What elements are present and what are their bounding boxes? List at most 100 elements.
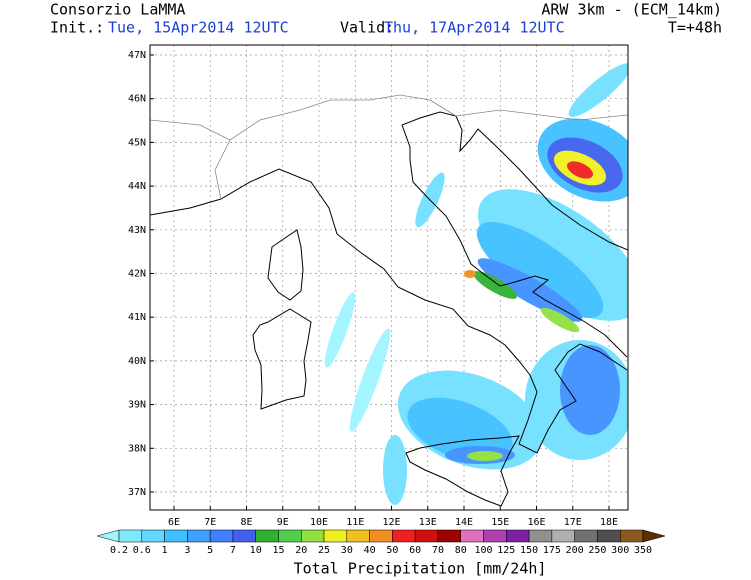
coastline — [150, 168, 628, 454]
border — [214, 94, 457, 200]
org-title: Consorzio LaMMA — [50, 1, 185, 19]
colorbar-box — [164, 529, 188, 543]
colorbar-box — [483, 529, 507, 543]
sicily — [405, 435, 520, 507]
colorbar-arrow — [96, 529, 120, 543]
lat-label: 38N — [128, 443, 146, 454]
lat-label: 44N — [128, 181, 146, 192]
colorbar-label: 80 — [455, 545, 467, 556]
lon-label: 13E — [419, 517, 437, 528]
precip-area — [566, 161, 594, 179]
colorbar-box — [369, 529, 393, 543]
colorbar-box — [209, 529, 234, 543]
lon-label: 15E — [491, 517, 509, 528]
sardinia — [252, 308, 312, 410]
colorbar-label: 5 — [207, 545, 213, 556]
border — [455, 109, 628, 121]
axis-labels: 6E 7E 8E 9E 10E 11E 12E 13E 14E 15E 16E 17E 18E 47N 46… — [128, 50, 618, 528]
lat-label: 41N — [128, 312, 146, 323]
colorbar-label: 25 — [318, 545, 330, 556]
precip-area — [383, 435, 407, 505]
colorbar-label: 1 — [162, 545, 168, 556]
precip-area — [540, 307, 580, 333]
colorbar-label: 150 — [520, 545, 538, 556]
colorbar-box — [437, 529, 461, 543]
colorbar-arrow — [642, 529, 666, 543]
precip-field — [324, 63, 628, 505]
colorbar-label: 15 — [272, 545, 284, 556]
colorbar-label: 0.6 — [133, 545, 151, 556]
colorbar-box — [551, 529, 575, 543]
colorbar-box — [255, 529, 279, 543]
precip-area — [473, 271, 517, 299]
precip-area — [467, 451, 503, 461]
lead-time: T=+48h — [668, 19, 722, 37]
colorbar-title: Total Precipitation [mm/24h] — [294, 560, 547, 578]
colorbar-label: 350 — [634, 545, 652, 556]
lat-label: 42N — [128, 269, 146, 280]
lon-label: 8E — [240, 517, 252, 528]
colorbar-box — [414, 529, 439, 543]
colorbar-label: 70 — [432, 545, 444, 556]
lat-label: 37N — [128, 487, 146, 498]
colorbar-box — [232, 529, 256, 543]
lat-label: 45N — [128, 137, 146, 148]
lon-label: 12E — [382, 517, 400, 528]
colorbar-label: 200 — [566, 545, 584, 556]
colorbar-box — [597, 529, 621, 543]
lat-label: 40N — [128, 356, 146, 367]
colorbar-box — [619, 529, 644, 543]
lon-label: 10E — [310, 517, 328, 528]
colorbar-label: 175 — [543, 545, 561, 556]
colorbar-label: 50 — [386, 545, 398, 556]
lon-label: 9E — [277, 517, 289, 528]
valid-label: Valid: — [340, 19, 394, 37]
colorbar-label: 7 — [230, 545, 236, 556]
colorbar-box — [460, 529, 484, 543]
colorbar-box — [346, 529, 370, 543]
colorbar-box — [323, 529, 348, 543]
lat-label: 43N — [128, 225, 146, 236]
colorbar-label: 250 — [588, 545, 606, 556]
colorbar-label: 10 — [250, 545, 262, 556]
coastline — [401, 111, 628, 358]
colorbar-box — [528, 529, 553, 543]
coastlines — [150, 94, 628, 507]
lon-label: 6E — [168, 517, 180, 528]
colorbar-box — [506, 529, 530, 543]
precip-area — [476, 221, 604, 319]
lon-label: 14E — [455, 517, 473, 528]
colorbar-box — [187, 529, 211, 543]
init-label: Init.: — [50, 19, 104, 37]
colorbar-label: 20 — [295, 545, 307, 556]
colorbar-label: 125 — [497, 545, 515, 556]
colorbar-label: 40 — [364, 545, 376, 556]
valid-time: Thu, 17Apr2014 12UTC — [384, 19, 565, 37]
colorbar-label: 300 — [611, 545, 629, 556]
colorbar-label: 60 — [409, 545, 421, 556]
precip-area — [560, 345, 620, 435]
lat-label: 47N — [128, 50, 146, 61]
map-frame — [149, 44, 629, 511]
lon-label: 16E — [527, 517, 545, 528]
colorbar: 0.2 0.6 1 3 5 7 10 15 20 25 30 40 50 60 70 80 100 125 150 1… — [96, 529, 666, 556]
lon-label: 17E — [564, 517, 582, 528]
colorbar-label: 3 — [184, 545, 190, 556]
colorbar-label: 0.2 — [110, 545, 128, 556]
colorbar-box — [574, 529, 598, 543]
precip-area — [464, 270, 476, 278]
precip-area — [324, 292, 356, 368]
colorbar-box — [392, 529, 416, 543]
colorbar-box — [301, 529, 325, 543]
corsica — [267, 229, 304, 301]
precip-area — [568, 63, 628, 117]
colorbar-box — [141, 529, 165, 543]
colorbar-label: 100 — [474, 545, 492, 556]
lat-label: 39N — [128, 400, 146, 411]
colorbar-box — [278, 529, 302, 543]
init-time: Tue, 15Apr2014 12UTC — [108, 19, 289, 37]
lon-label: 18E — [600, 517, 618, 528]
lon-label: 11E — [346, 517, 364, 528]
